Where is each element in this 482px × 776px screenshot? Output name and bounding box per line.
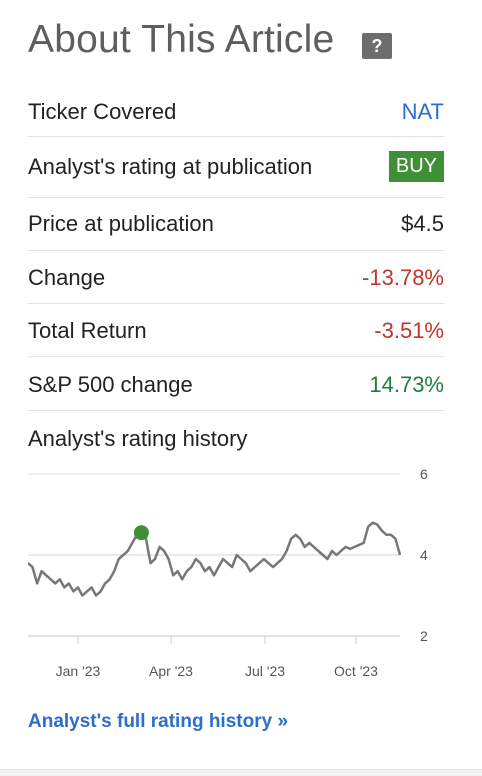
buy-badge: BUY xyxy=(388,151,444,182)
rating-label: Analyst's rating at publication xyxy=(28,154,313,179)
y-axis-ticks: 2 4 6 xyxy=(420,466,428,644)
price-value: $4.5 xyxy=(401,211,444,236)
full-rating-history-link[interactable]: Analyst's full rating history » xyxy=(28,711,289,732)
x-tick-label: Jan '23 xyxy=(56,663,101,679)
about-article-card: About This Article ? Ticker Covered NAT … xyxy=(28,0,444,732)
chart-grid xyxy=(28,473,400,637)
y-tick-label: 2 xyxy=(420,628,428,644)
buy-rating-marker[interactable] xyxy=(133,525,149,541)
total-return-value: -3.51% xyxy=(374,318,444,343)
sp500-value: 14.73% xyxy=(369,372,444,397)
row-price: Price at publication $4.5 xyxy=(28,197,444,251)
help-icon[interactable]: ? xyxy=(362,33,392,59)
bottom-divider xyxy=(0,769,482,776)
price-line xyxy=(28,521,402,597)
rating-history-label: Analyst's rating history xyxy=(28,426,248,451)
page-title: About This Article xyxy=(28,18,335,61)
price-label: Price at publication xyxy=(28,211,214,236)
ticker-link[interactable]: NAT xyxy=(401,99,444,124)
row-rating: Analyst's rating at publication BUY xyxy=(28,136,444,198)
x-tick-label: Jul '23 xyxy=(245,663,285,679)
row-sp500: S&P 500 change 14.73% xyxy=(28,356,444,411)
x-axis-ticks: Jan '23 Apr '23 Jul '23 Oct '23 xyxy=(56,636,378,679)
sp500-label: S&P 500 change xyxy=(28,372,193,397)
y-tick-label: 6 xyxy=(420,466,428,482)
total-return-label: Total Return xyxy=(28,318,147,343)
title-row: About This Article ? xyxy=(28,0,444,88)
ticker-label: Ticker Covered xyxy=(28,99,177,124)
rating-history-chart: 2 4 6 Jan '23 Apr '23 Jul '23 Oct '23 xyxy=(28,466,428,679)
change-label: Change xyxy=(28,265,106,290)
row-change: Change -13.78% xyxy=(28,250,444,304)
x-tick-label: Apr '23 xyxy=(149,663,193,679)
change-value: -13.78% xyxy=(362,265,444,290)
row-total-return: Total Return -3.51% xyxy=(28,303,444,357)
y-tick-label: 4 xyxy=(420,547,428,563)
x-tick-label: Oct '23 xyxy=(334,663,378,679)
row-ticker: Ticker Covered NAT xyxy=(28,88,444,137)
